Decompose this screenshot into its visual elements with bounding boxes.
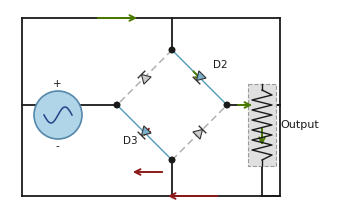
Polygon shape (193, 130, 203, 139)
Text: Output: Output (280, 120, 319, 130)
Polygon shape (197, 71, 206, 81)
Circle shape (169, 157, 175, 163)
Text: D2: D2 (213, 60, 227, 71)
Polygon shape (142, 126, 151, 135)
Circle shape (114, 102, 120, 108)
Text: D3: D3 (122, 135, 137, 145)
Circle shape (169, 47, 175, 53)
Text: +: + (53, 79, 61, 89)
Polygon shape (142, 74, 151, 84)
Circle shape (34, 91, 82, 139)
Circle shape (224, 102, 230, 108)
FancyBboxPatch shape (248, 84, 276, 166)
Text: -: - (55, 141, 59, 151)
